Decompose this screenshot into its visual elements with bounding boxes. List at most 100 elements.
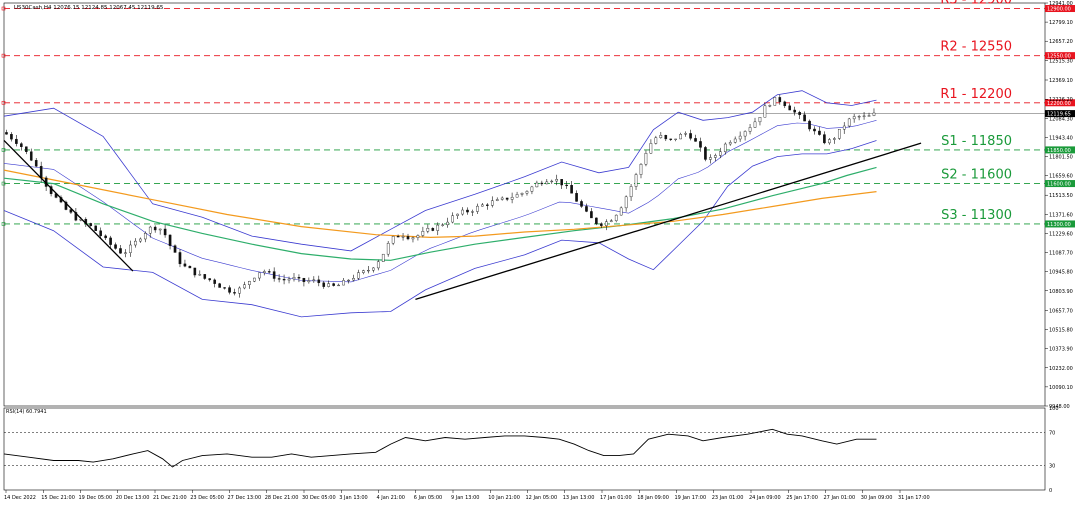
level-anchor-3 — [1, 100, 6, 105]
time-tick-label: 15 Dec 21:00 — [41, 495, 75, 501]
time-tick-label: 17 Jan 01:00 — [600, 495, 632, 501]
candle-body — [555, 179, 559, 182]
candle-body — [704, 147, 707, 160]
price-tick-label: 10803.90 — [1049, 289, 1073, 295]
time-tick-label: 3 Jan 13:00 — [339, 495, 367, 501]
rsi-line — [3, 428, 877, 468]
candle-body — [471, 211, 474, 213]
downtrend-line — [3, 140, 134, 272]
time-tick-label: 19 Dec 05:00 — [79, 495, 113, 501]
candle-body — [421, 231, 425, 236]
candle-body — [550, 180, 554, 183]
candle-body — [396, 236, 400, 238]
candle-body — [733, 138, 737, 143]
time-tick-label: 28 Dec 21:00 — [265, 495, 299, 501]
candle-body — [158, 228, 162, 231]
time-tick-label: 14 Dec 2022 — [4, 495, 36, 501]
candle-body — [723, 143, 727, 152]
candle-body — [600, 223, 603, 226]
candle-body — [69, 209, 73, 213]
candle-body — [406, 236, 410, 240]
candle-body — [575, 193, 578, 202]
time-tick-label: 31 Jan 17:00 — [898, 495, 930, 501]
candle-body — [828, 139, 831, 144]
candle-body — [188, 265, 192, 269]
rsi-panel-border — [3, 407, 1046, 491]
candlesticks — [5, 94, 876, 298]
candle-body — [803, 114, 806, 122]
level-label-3: R1 - 12200 — [940, 87, 1012, 102]
candle-body — [436, 224, 440, 231]
candle-body — [619, 207, 623, 216]
candle-body — [659, 135, 663, 139]
candle-body — [347, 279, 350, 282]
candle-body — [788, 105, 792, 111]
level-anchor-2 — [1, 53, 6, 58]
level-tag-bg-6 — [1045, 220, 1075, 228]
candle-body — [510, 196, 514, 200]
price-tick-label: 10090.10 — [1049, 385, 1073, 391]
price-tick-label: 11801.50 — [1049, 154, 1073, 160]
candle-body — [481, 204, 484, 207]
candle-body — [173, 245, 177, 253]
candle-body — [689, 133, 692, 139]
candle-body — [664, 135, 668, 140]
candle-body — [738, 135, 742, 140]
candle-body — [778, 97, 782, 103]
candle-body — [10, 134, 13, 140]
candle-body — [327, 283, 330, 287]
candle-body — [317, 279, 321, 284]
time-tick-label: 9 Jan 13:00 — [451, 495, 479, 501]
candle-body — [411, 237, 415, 240]
price-tick-label: 10945.80 — [1049, 270, 1073, 276]
time-tick-label: 30 Dec 05:00 — [302, 495, 336, 501]
price-tick-label: 10657.70 — [1049, 308, 1073, 314]
support-resistance-levels: R3 - 12900 12900.00 R2 - 12550 12550.00 R1 -… — [1, 0, 1075, 228]
rsi-tick-label: 0 — [1049, 488, 1052, 494]
candle-body — [89, 223, 93, 227]
ma-orange-line — [3, 169, 877, 239]
candle-body — [114, 244, 117, 249]
candle-body — [15, 138, 18, 144]
level-anchor-4 — [1, 148, 6, 152]
candle-body — [847, 118, 851, 127]
time-tick-label: 13 Jan 13:00 — [563, 495, 595, 501]
level-tag-bg-5 — [1045, 180, 1075, 188]
candle-body — [872, 112, 876, 116]
candle-body — [486, 204, 489, 206]
candle-body — [297, 277, 301, 279]
level-tag-bg-4 — [1045, 146, 1075, 154]
level-label-6: S3 - 11300 — [941, 208, 1012, 223]
uptrend-line — [415, 142, 922, 300]
candle-body — [386, 242, 390, 255]
time-tick-label: 19 Jan 17:00 — [675, 495, 707, 501]
price-axis: 12941.00 12799.10 12657.20 12515.30 12369.10… — [1045, 1, 1073, 410]
candle-body — [590, 211, 593, 219]
candle-body — [39, 165, 43, 179]
candle-body — [560, 179, 563, 186]
candle-body — [609, 220, 613, 222]
level-tag-bg-2 — [1045, 52, 1075, 60]
candle-body — [604, 221, 608, 226]
candle-body — [99, 230, 102, 237]
candle-body — [119, 248, 122, 254]
level-tag-3: 12200.00 — [1047, 101, 1071, 107]
candle-body — [163, 228, 167, 236]
candle-body — [248, 281, 251, 285]
level-label-2: R2 - 12550 — [940, 40, 1012, 55]
candle-body — [466, 209, 469, 213]
candle-body — [287, 278, 291, 281]
time-tick-label: 20 Dec 13:00 — [116, 495, 150, 501]
time-tick-label: 23 Dec 05:00 — [190, 495, 224, 501]
price-tick-label: 11371.60 — [1049, 212, 1073, 218]
price-tick-label: 10373.90 — [1049, 347, 1073, 353]
candle-body — [213, 279, 216, 284]
price-tick-label: 11229.60 — [1049, 231, 1073, 237]
candle-body — [535, 182, 539, 188]
candle-body — [624, 196, 628, 209]
candle-body — [381, 253, 385, 262]
time-tick-label: 30 Jan 09:00 — [861, 495, 893, 501]
time-tick-label: 18 Jan 09:00 — [637, 495, 669, 501]
candle-body — [253, 277, 256, 282]
candle-body — [614, 214, 618, 221]
